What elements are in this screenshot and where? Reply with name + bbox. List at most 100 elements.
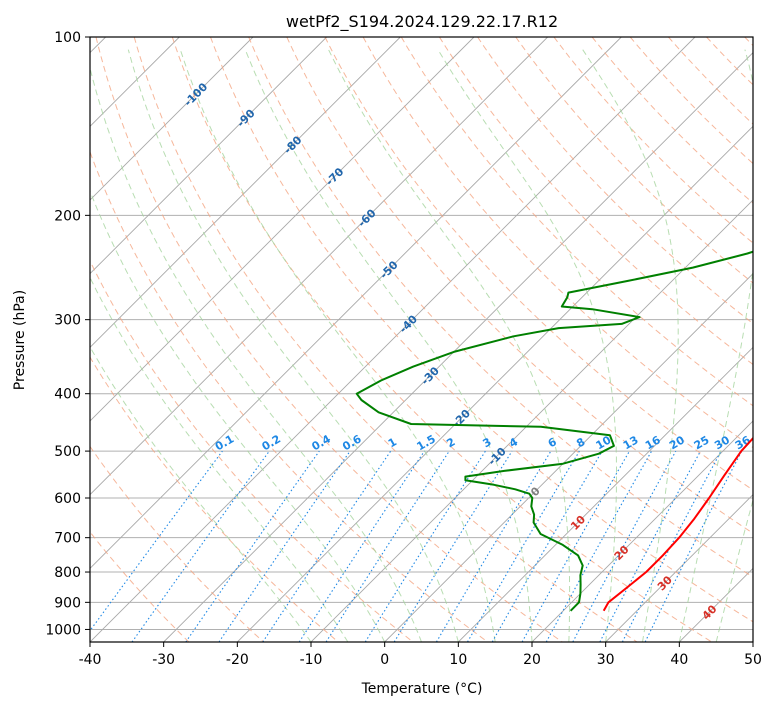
dry-adiabat bbox=[362, 37, 753, 449]
x-tick-label: 0 bbox=[380, 652, 389, 668]
y-tick-label: 600 bbox=[54, 491, 81, 507]
dry-adiabat bbox=[438, 37, 753, 366]
y-tick-label: 400 bbox=[54, 387, 81, 403]
y-axis: 100 200 300 400 500 600 700 800 900 1000 bbox=[45, 30, 90, 638]
isotherm-line bbox=[90, 37, 401, 348]
isotherm-line bbox=[163, 52, 753, 642]
mixing-ratio-label: 1.5 bbox=[414, 432, 437, 453]
isotherm-line bbox=[237, 125, 753, 642]
series-layer bbox=[355, 250, 753, 612]
dry-adiabat bbox=[90, 356, 339, 642]
mixing-ratio-label: 30 bbox=[712, 433, 732, 452]
mixing-ratio-line bbox=[90, 450, 223, 632]
mixing-ratio-label: 13 bbox=[621, 433, 641, 452]
mixing-ratio-label: 0.2 bbox=[260, 432, 283, 453]
mixing-ratio-line bbox=[644, 450, 743, 642]
isotherm-label: -30 bbox=[419, 364, 442, 387]
y-tick-label: 500 bbox=[54, 444, 81, 460]
isotherm-line bbox=[752, 641, 753, 642]
x-axis: -40 -30 -20 -10 0 10 20 30 40 50 bbox=[79, 642, 762, 668]
chart-title: wetPf2_S194.2024.129.22.17.R12 bbox=[286, 12, 558, 32]
mixing-ratio-line bbox=[393, 450, 513, 642]
dry-adiabat bbox=[706, 37, 753, 86]
y-tick-label: 800 bbox=[54, 565, 81, 581]
dry-adiabat bbox=[744, 37, 753, 47]
isotherm-line bbox=[90, 37, 548, 496]
isotherm-line bbox=[90, 37, 327, 275]
isotherm-label: -20 bbox=[450, 407, 473, 430]
isotherm-line bbox=[384, 273, 753, 642]
isotherm-label: -70 bbox=[323, 165, 346, 188]
moist-adiabat bbox=[90, 345, 312, 642]
dry-adiabat bbox=[210, 37, 753, 623]
background-lines bbox=[90, 37, 753, 642]
mixing-ratio-line bbox=[599, 450, 701, 642]
dry-adiabat bbox=[248, 37, 753, 578]
x-tick-label: 40 bbox=[670, 652, 688, 668]
moist-adiabat bbox=[678, 49, 753, 642]
dry-adiabat bbox=[90, 259, 414, 642]
mixing-ratio-line bbox=[185, 450, 320, 642]
dry-adiabat bbox=[95, 37, 563, 642]
isotherm-line bbox=[90, 37, 475, 422]
mixing-ratio-label: 20 bbox=[667, 433, 687, 452]
mixing-ratio-line bbox=[545, 450, 653, 642]
x-tick-label: -20 bbox=[226, 652, 249, 668]
dry-adiabat bbox=[171, 37, 712, 642]
isotherm-label: 40 bbox=[700, 602, 720, 622]
mixing-ratio-line bbox=[572, 450, 677, 642]
isotherm-line bbox=[531, 420, 753, 642]
x-tick-label: -40 bbox=[79, 652, 102, 668]
isotherm-line bbox=[310, 199, 753, 642]
isotherm-line bbox=[679, 567, 753, 642]
moist-adiabat bbox=[328, 49, 571, 642]
mixing-ratio-label: 0.6 bbox=[340, 432, 364, 453]
x-axis-title: Temperature (°C) bbox=[361, 681, 483, 697]
mixing-ratio-label: 25 bbox=[692, 433, 712, 452]
mixing-ratio-label: 4 bbox=[507, 435, 520, 450]
dry-adiabat bbox=[90, 150, 488, 642]
mixing-ratio-line bbox=[467, 450, 580, 642]
isotherm-label: -100 bbox=[182, 80, 211, 109]
mixing-ratio-line bbox=[262, 450, 392, 642]
isotherm-label: -60 bbox=[355, 206, 378, 229]
x-tick-label: -30 bbox=[152, 652, 175, 668]
dry-adiabat bbox=[668, 37, 753, 125]
y-tick-label: 300 bbox=[54, 313, 81, 329]
isotherm-line bbox=[458, 346, 753, 642]
y-axis-title: Pressure (hPa) bbox=[12, 290, 28, 390]
mixing-ratio-line bbox=[298, 450, 425, 642]
plot-frame bbox=[89, 36, 754, 643]
moist-adiabat bbox=[582, 49, 679, 642]
y-tick-label: 700 bbox=[54, 531, 81, 547]
isotherm-label: 20 bbox=[612, 543, 632, 563]
isotherm-line bbox=[605, 494, 753, 642]
dry-adiabat bbox=[553, 37, 753, 244]
dry-adiabat bbox=[90, 445, 264, 642]
temperature-profile bbox=[602, 436, 753, 612]
dewpoint-profile bbox=[355, 250, 753, 612]
y-tick-label: 1000 bbox=[45, 622, 81, 638]
x-tick-label: 50 bbox=[744, 652, 762, 668]
dry-adiabat bbox=[324, 37, 753, 491]
moist-adiabat bbox=[179, 49, 496, 642]
x-tick-label: 10 bbox=[449, 652, 467, 668]
x-tick-label: 20 bbox=[523, 652, 541, 668]
isotherm-label: -40 bbox=[397, 312, 420, 335]
mixing-ratio-line bbox=[521, 450, 630, 642]
moist-adiabat bbox=[90, 65, 422, 642]
isotherm-line bbox=[90, 37, 622, 569]
isotherm-label: 30 bbox=[655, 573, 675, 593]
isotherm-line bbox=[90, 37, 254, 201]
mixing-ratio-label: 0.1 bbox=[213, 432, 236, 453]
y-tick-label: 100 bbox=[54, 30, 81, 46]
dry-adiabat bbox=[133, 37, 638, 642]
mixing-ratio-label: 3 bbox=[480, 435, 493, 450]
x-tick-label: 30 bbox=[597, 652, 615, 668]
dry-adiabat bbox=[90, 531, 190, 642]
isotherm-line bbox=[90, 37, 696, 642]
mixing-ratio-label: 2 bbox=[444, 435, 457, 450]
isotherm-labels: 0.1 0.2 0.4 0.6 1 1.5 2 3 4 6 8 10 13 16 20 25 30 36-100-… bbox=[182, 80, 753, 622]
moist-adiabat bbox=[127, 49, 459, 642]
